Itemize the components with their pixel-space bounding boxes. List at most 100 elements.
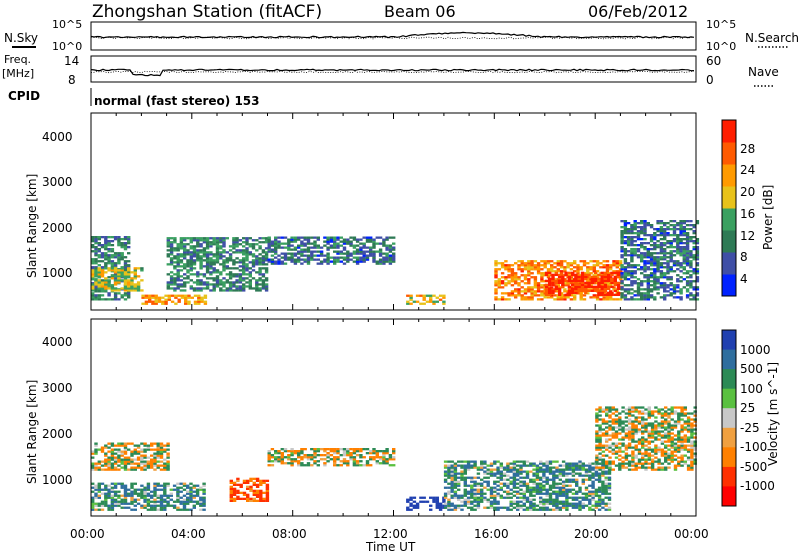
heatmap-cell: [117, 273, 121, 276]
heatmap-cell: [591, 482, 595, 485]
heatmap-cell: [659, 232, 664, 235]
heatmap-cell: [620, 232, 624, 235]
heatmap-cell: [598, 426, 602, 429]
heatmap-cell: [586, 270, 590, 273]
heatmap-cell: [196, 289, 200, 292]
heatmap-cell: [369, 452, 373, 455]
heatmap-cell: [563, 270, 567, 273]
heatmap-cell: [676, 296, 680, 299]
heatmap-cell: [196, 281, 200, 284]
heatmap-cell: [392, 242, 396, 245]
heatmap-cell: [107, 298, 111, 301]
heatmap-cell: [640, 266, 644, 269]
heatmap-cell: [640, 226, 644, 229]
heatmap-cell: [686, 448, 691, 451]
heatmap-cell: [297, 250, 301, 253]
heatmap-cell: [460, 470, 464, 473]
heatmap-cell: [663, 222, 667, 225]
heatmap-cell: [120, 502, 124, 505]
heatmap-cell: [558, 472, 562, 475]
heatmap-cell: [429, 298, 433, 301]
heatmap-cell: [601, 486, 605, 489]
heatmap-cell: [623, 236, 628, 239]
heatmap-cell: [604, 482, 608, 485]
heatmap-cell: [143, 498, 147, 501]
heatmap-cell: [153, 506, 157, 509]
heatmap-cell: [94, 260, 98, 263]
heatmap-cell: [561, 283, 565, 286]
heatmap-cell: [120, 256, 124, 259]
heatmap-cell: [631, 414, 635, 417]
heatmap-cell: [450, 486, 454, 489]
heatmap-cell: [509, 508, 513, 511]
heatmap-cell: [153, 508, 157, 511]
heatmap-cell: [659, 274, 664, 277]
heatmap-cell: [603, 283, 608, 286]
heatmap-cell: [97, 504, 101, 507]
heatmap-cell: [117, 502, 121, 505]
heatmap-cell: [336, 236, 340, 239]
heatmap-cell: [362, 260, 366, 263]
heatmap-cell: [494, 262, 498, 265]
heatmap-cell: [546, 274, 551, 277]
heatmap-cell: [548, 470, 553, 473]
heatmap-cell: [329, 244, 334, 247]
heatmap-cell: [113, 281, 118, 284]
heatmap-cell: [349, 242, 353, 245]
heatmap-cell: [107, 462, 111, 465]
heatmap-cell: [663, 296, 667, 299]
heatmap-cell: [616, 271, 621, 274]
heatmap-cell: [104, 285, 108, 288]
heatmap-cell: [600, 293, 604, 296]
heatmap-cell: [514, 262, 518, 265]
heatmap-cell: [313, 454, 317, 457]
heatmap-cell: [578, 504, 582, 507]
heatmap-cell: [202, 237, 207, 240]
heatmap-cell: [623, 222, 628, 225]
heatmap-cell: [614, 450, 619, 453]
heatmap-cell: [630, 298, 634, 301]
heatmap-cell: [245, 285, 249, 288]
heatmap-cell: [692, 280, 696, 283]
heatmap-cell: [509, 482, 513, 485]
heatmap-cell: [542, 492, 546, 495]
heatmap-cell: [539, 478, 543, 481]
heatmap-cell: [637, 410, 642, 413]
heatmap-cell: [453, 468, 458, 471]
heatmap-cell: [184, 296, 188, 299]
heatmap-cell: [333, 236, 337, 239]
heatmap-cell: [641, 458, 645, 461]
heatmap-cell: [319, 262, 324, 265]
heatmap-cell: [517, 264, 521, 267]
heatmap-cell: [246, 479, 250, 482]
heatmap-cell: [506, 466, 510, 469]
heatmap-cell: [163, 506, 167, 509]
heatmap-cell: [623, 242, 628, 245]
heatmap-cell: [110, 504, 115, 507]
heatmap-cell: [280, 256, 284, 259]
heatmap-cell: [527, 288, 531, 291]
heatmap-cell: [548, 478, 553, 481]
heatmap-cell: [504, 292, 508, 295]
heatmap-cell: [342, 238, 347, 241]
heatmap-cell: [176, 279, 180, 282]
heatmap-cell: [486, 498, 490, 501]
heatmap-cell: [545, 494, 549, 497]
heatmap-cell: [530, 286, 534, 289]
heatmap-cell: [567, 287, 572, 290]
heatmap-cell: [525, 464, 530, 467]
heatmap-cell: [664, 440, 668, 443]
heatmap-cell: [120, 254, 124, 257]
heatmap-cell: [110, 502, 115, 505]
heatmap-cell: [248, 245, 252, 248]
heatmap-cell: [522, 498, 526, 501]
heatmap-cell: [568, 488, 572, 491]
heatmap-cell: [242, 481, 247, 484]
heatmap-cell: [195, 488, 200, 491]
heatmap-cell: [382, 450, 386, 453]
heatmap-cell: [571, 496, 576, 499]
heatmap-cell: [676, 224, 680, 227]
heatmap-cell: [663, 262, 667, 265]
heatmap-cell: [647, 466, 651, 469]
heatmap-cell: [239, 491, 243, 494]
